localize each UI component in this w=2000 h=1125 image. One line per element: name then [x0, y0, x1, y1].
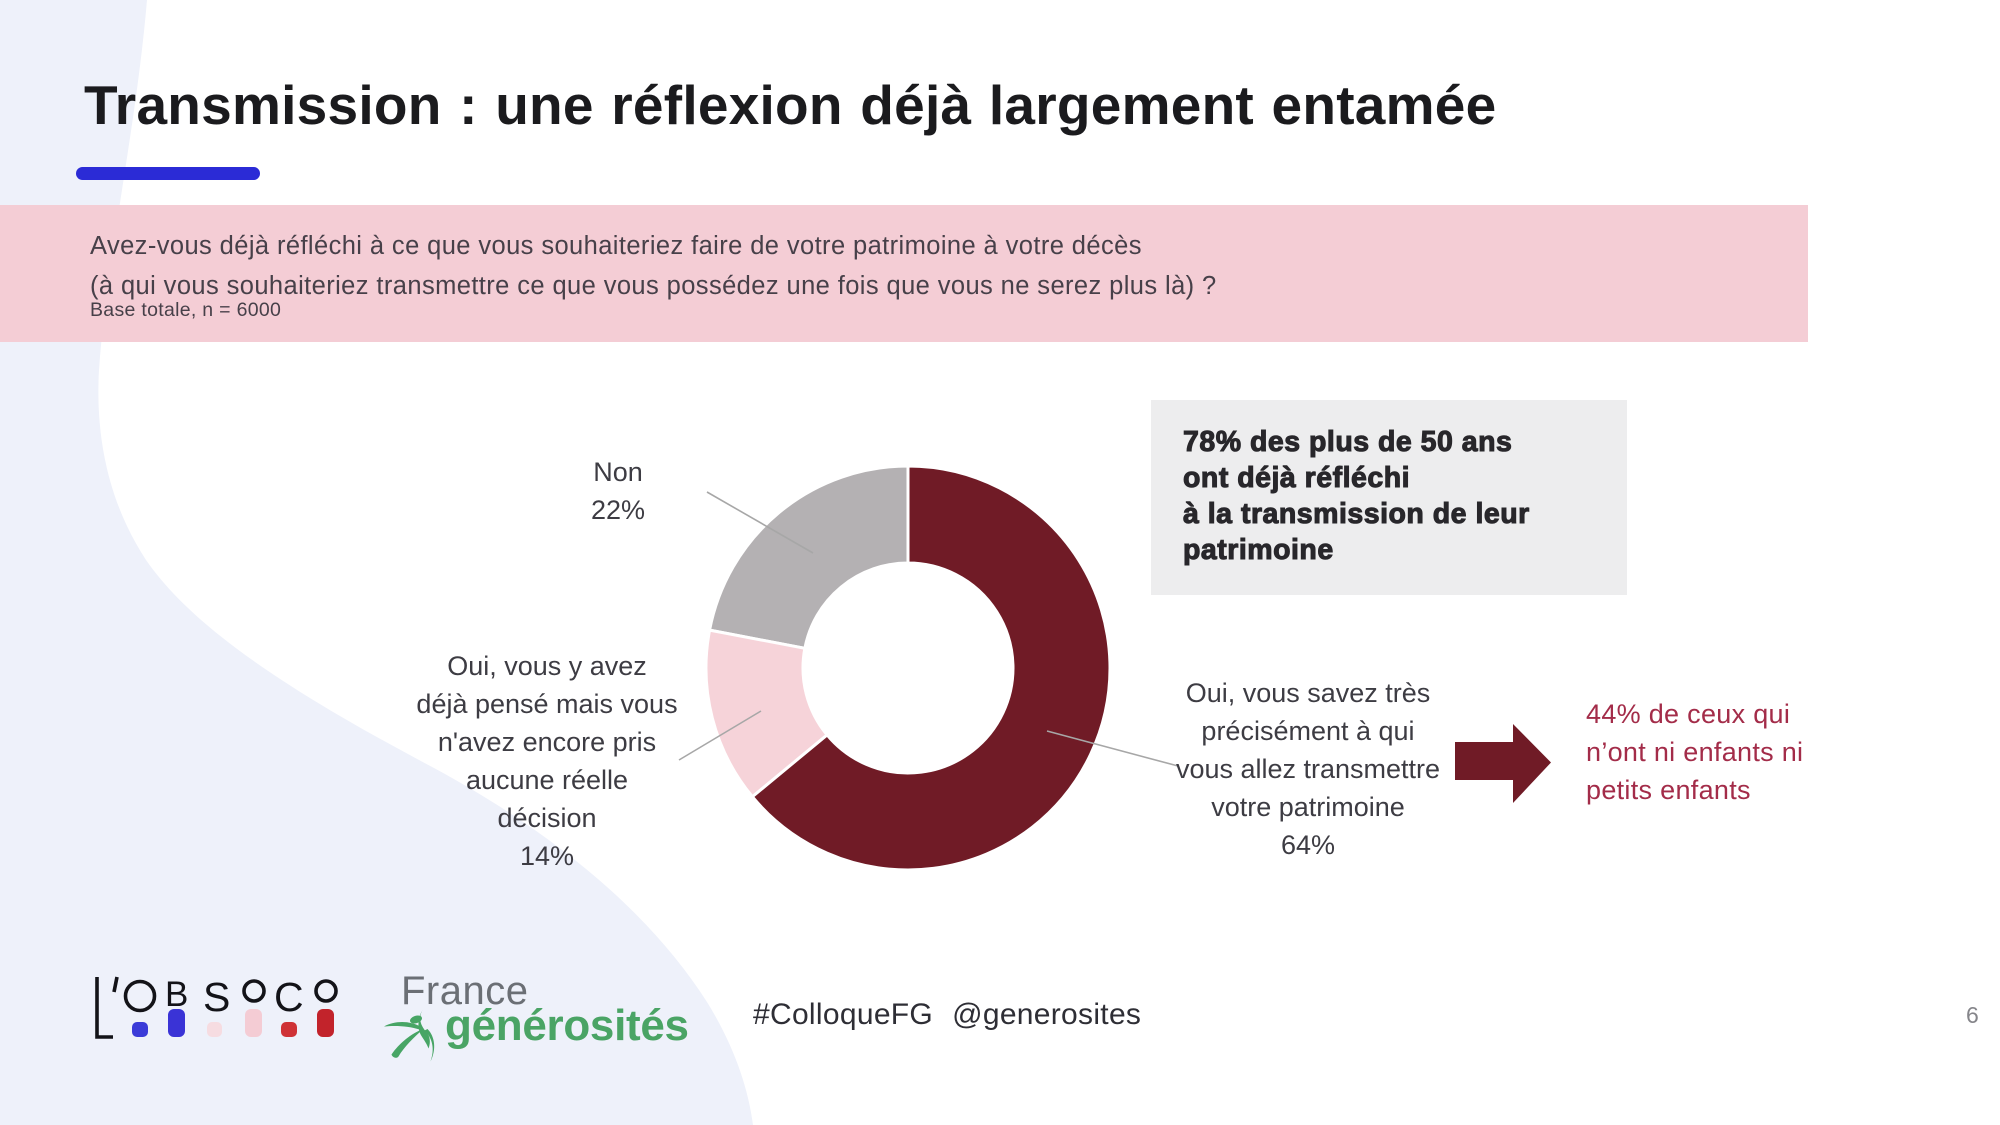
obsoco-mark-darkred	[317, 1009, 334, 1037]
donut-slice	[708, 464, 910, 650]
leader-line-non	[706, 491, 814, 554]
callout-box: 78% des plus de 50 ans ont déjà réfléchi…	[1151, 400, 1627, 595]
question-line-1: Avez-vous déjà réfléchi à ce que vous so…	[90, 232, 1142, 260]
chart-label-pink: Oui, vous y avez déjà pensé mais vous n'…	[416, 651, 678, 871]
page-title: Transmission : une réflexion déjà largem…	[84, 74, 1497, 136]
obsoco-mark-indigo	[168, 1009, 185, 1037]
obsoco-letter-o3	[314, 979, 338, 1003]
leader-line-pink	[678, 710, 762, 761]
donut-slice	[704, 628, 829, 799]
obsoco-letter-o1	[123, 979, 157, 1013]
chart-label-maroon: Oui, vous savez très précisément à qui v…	[1175, 678, 1441, 860]
leader-line-maroon	[1046, 730, 1179, 767]
arrow-icon	[1455, 724, 1551, 803]
fg-text-france: France	[401, 969, 529, 1013]
footer-hashtag: #ColloqueFG	[753, 998, 934, 1031]
donut-slice	[750, 464, 1112, 872]
obsoco-mark-red	[281, 1022, 297, 1037]
question-line-2: (à qui vous souhaiteriez transmettre ce …	[90, 272, 1217, 300]
obsoco-letter-b: B	[165, 975, 188, 1014]
obsoco-letter-s: S	[203, 974, 230, 1020]
obsoco-letter-o2	[242, 979, 266, 1003]
fg-swoosh-icon	[384, 1009, 435, 1062]
obsoco-logo: B S C	[95, 974, 338, 1039]
obsoco-apostrophe	[112, 976, 119, 993]
callout-text: 78% des plus de 50 ans ont déjà réfléchi…	[1182, 425, 1530, 566]
chart-label-non: Non 22%	[590, 457, 646, 525]
arrow-note: 44% de ceux qui n’ont ni enfants ni peti…	[1586, 699, 1804, 805]
fg-text-generosites: générosités	[445, 1001, 689, 1050]
title-underline	[76, 167, 260, 180]
footer-handle: @generosites	[952, 998, 1142, 1031]
page-number: 6	[1966, 1002, 1979, 1028]
question-banner: Avez-vous déjà réfléchi à ce que vous so…	[0, 205, 1808, 342]
background-blob-shape	[0, 0, 753, 1125]
obsoco-mark-blue	[132, 1022, 148, 1037]
france-generosites-logo: France générosités	[384, 969, 689, 1062]
footer-tags: #ColloqueFG @generosites	[753, 998, 1141, 1032]
obsoco-mark-palepink	[207, 1022, 222, 1037]
obsoco-letter-c: C	[274, 974, 304, 1020]
obsoco-color-marks	[132, 1009, 334, 1037]
leader-lines	[678, 491, 1179, 767]
obsoco-mark-pink	[245, 1009, 262, 1037]
question-base-note: Base totale, n = 6000	[90, 299, 282, 321]
obsoco-letter-l	[95, 977, 113, 1039]
